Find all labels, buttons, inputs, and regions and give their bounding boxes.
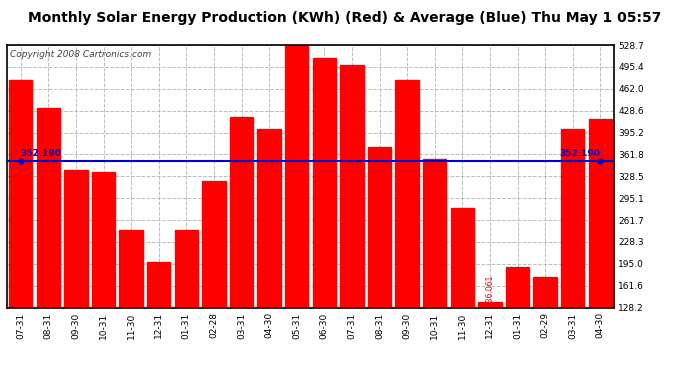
Text: 508.459: 508.459 (319, 274, 329, 306)
Text: 355.377: 355.377 (430, 274, 440, 306)
Text: 246.855: 246.855 (181, 274, 191, 306)
Text: 321.438: 321.438 (209, 274, 219, 306)
Bar (92, 172, 115, 308)
Bar (313, 58, 336, 308)
Bar (589, 119, 612, 308)
Text: 497.902: 497.902 (347, 274, 357, 306)
Text: 400.304: 400.304 (264, 274, 274, 306)
Bar (147, 262, 170, 308)
Text: 197.058: 197.058 (154, 274, 164, 306)
Bar (561, 129, 584, 308)
Bar (368, 147, 391, 308)
Bar (533, 277, 557, 308)
Bar (175, 230, 198, 308)
Text: 475.669: 475.669 (16, 274, 26, 306)
Text: 174.691: 174.691 (540, 274, 550, 306)
Bar (230, 117, 253, 308)
Bar (202, 181, 226, 308)
Text: Monthly Solar Energy Production (KWh) (Red) & Average (Blue) Thu May 1 05:57: Monthly Solar Energy Production (KWh) (R… (28, 11, 662, 25)
Bar (340, 65, 364, 308)
Bar (37, 108, 60, 307)
Bar (9, 80, 32, 308)
Bar (64, 171, 88, 308)
Text: 352.190: 352.190 (560, 149, 600, 158)
Bar (506, 267, 529, 308)
Text: 432.147: 432.147 (43, 274, 53, 306)
Bar (423, 159, 446, 308)
Text: 279.570: 279.570 (457, 274, 467, 306)
Text: 334.991: 334.991 (99, 274, 108, 306)
Bar (257, 129, 281, 308)
Text: 136.061: 136.061 (485, 274, 495, 306)
Text: Copyright 2008 Cartronics.com: Copyright 2008 Cartronics.com (10, 50, 151, 59)
Text: 528.737: 528.737 (292, 274, 302, 306)
Text: 337.312: 337.312 (71, 274, 81, 306)
Text: 475.479: 475.479 (402, 274, 412, 306)
Bar (451, 208, 474, 308)
Text: 419.559: 419.559 (237, 274, 246, 306)
Text: 373.672: 373.672 (375, 274, 384, 306)
Text: 415.653: 415.653 (595, 274, 605, 306)
Text: 246.560: 246.560 (126, 274, 136, 306)
Text: 190.382: 190.382 (513, 274, 522, 306)
Bar (285, 45, 308, 308)
Bar (119, 230, 143, 308)
Bar (478, 302, 502, 307)
Text: 400.405: 400.405 (568, 274, 578, 306)
Bar (395, 80, 419, 308)
Text: 352.190: 352.190 (21, 149, 61, 158)
